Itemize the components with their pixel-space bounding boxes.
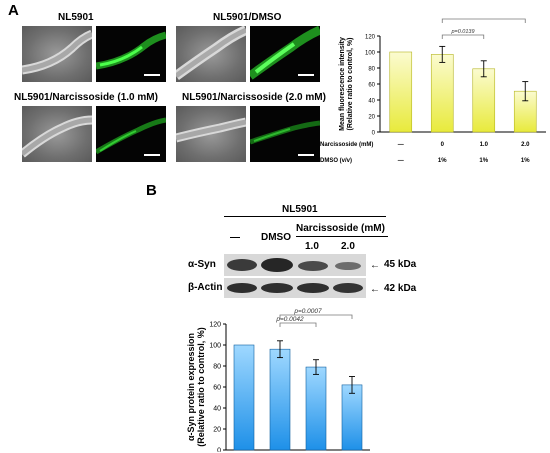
fluorescence-image-narcissoside-1mm <box>96 106 166 162</box>
y-tick-label: 100 <box>365 51 376 57</box>
y-tick-label: 120 <box>365 35 376 41</box>
brightfield-image-narcissoside-2mm <box>176 106 246 162</box>
treatment-underline <box>296 236 388 237</box>
image-label-narcissoside-2mm: NL5901/Narcissoside (2.0 mM) <box>182 92 326 103</box>
image-label-dmso: NL5901/DMSO <box>213 12 282 23</box>
bar <box>269 348 291 451</box>
table-cell: 1.0 <box>480 142 489 148</box>
blot-size-label: 45 kDa <box>384 259 417 270</box>
fluorescence-image-dmso <box>250 26 320 82</box>
brightfield-image-narcissoside-1mm <box>22 106 92 162</box>
significance-bracket <box>279 322 317 327</box>
p-value-label: p=0.0042 <box>275 316 304 323</box>
bar <box>430 54 454 133</box>
bar <box>341 384 363 451</box>
y-axis-label: (Relative ratio to control, %) <box>196 327 206 447</box>
blot-size-label: 42 kDa <box>384 283 417 294</box>
arrow-icon: ← <box>370 260 380 271</box>
table-row-label: Narcissoside (mM) <box>320 142 373 148</box>
arrow-icon: ← <box>370 284 380 295</box>
chart-fluorescence-intensity: 0 20 40 60 80 100 120 Mean fluorescence intensi… <box>320 18 546 164</box>
y-tick-label: 60 <box>213 385 221 392</box>
lane-label-dmso: DMSO <box>261 232 291 243</box>
y-tick-label: 100 <box>209 343 221 350</box>
p-value-label: p=0.0011 <box>471 18 495 19</box>
table-cell: 2.0 <box>521 142 530 148</box>
table-cell: 1% <box>521 158 530 164</box>
panel-b-letter: B <box>146 182 157 199</box>
fluorescence-image-narcissoside-2mm <box>250 106 320 162</box>
table-cell: 1% <box>479 158 488 164</box>
y-axis-label: Mean fluorescence intensity <box>339 37 346 131</box>
y-tick-label: 20 <box>213 427 221 434</box>
strain-label: NL5901 <box>282 204 318 215</box>
table-cell: 0 <box>441 142 445 148</box>
lane-label-control: — <box>230 232 240 243</box>
table-cell: 1% <box>438 158 447 164</box>
bar <box>389 51 413 133</box>
y-tick-label: 0 <box>217 448 221 453</box>
p-value-label: p=0.0139 <box>450 29 474 35</box>
scale-bar <box>144 154 160 156</box>
bar <box>472 68 496 133</box>
y-tick-label: 80 <box>213 364 221 371</box>
scale-bar <box>144 74 160 76</box>
treatment-header: Narcissoside (mM) <box>296 223 385 234</box>
scale-bar <box>298 74 314 76</box>
blot-protein-label: β-Actin <box>188 282 223 293</box>
blot-protein-label: α-Syn <box>188 259 216 270</box>
strain-underline <box>224 216 386 217</box>
image-label-nl5901: NL5901 <box>58 12 94 23</box>
y-tick-label: 0 <box>372 131 376 137</box>
chart-alpha-syn-expression: 0 20 40 60 80 100 120 α-Syn protein expression(… <box>186 308 370 453</box>
table-row-label: DMSO (v/v) <box>320 158 352 164</box>
table-cell: — <box>398 158 404 164</box>
y-axis-label: α-Syn protein expression <box>186 333 196 441</box>
bar <box>305 366 327 451</box>
lane-label-1mm: 1.0 <box>305 241 319 252</box>
image-label-narcissoside-1mm: NL5901/Narcissoside (1.0 mM) <box>14 92 158 103</box>
significance-bracket <box>441 34 485 39</box>
significance-bracket <box>441 18 526 23</box>
p-value-label: p=0.0007 <box>293 308 322 315</box>
y-tick-label: 40 <box>368 99 375 105</box>
bar <box>233 344 255 451</box>
y-tick-label: 80 <box>368 67 375 73</box>
scale-bar <box>298 154 314 156</box>
western-blot-alpha-syn <box>224 254 366 276</box>
panel-a-letter: A <box>8 2 19 19</box>
significance-bracket <box>279 314 353 319</box>
y-tick-label: 120 <box>209 322 221 329</box>
y-tick-label: 40 <box>213 406 221 413</box>
y-tick-label: 20 <box>368 115 375 121</box>
fluorescence-image-nl5901 <box>96 26 166 82</box>
lane-label-2mm: 2.0 <box>341 241 355 252</box>
brightfield-image-nl5901 <box>22 26 92 82</box>
table-cell: — <box>398 142 404 148</box>
western-blot-beta-actin <box>224 278 366 298</box>
y-axis-label: (Relative ratio to control, %) <box>347 38 354 131</box>
y-tick-label: 60 <box>368 83 375 89</box>
brightfield-image-dmso <box>176 26 246 82</box>
